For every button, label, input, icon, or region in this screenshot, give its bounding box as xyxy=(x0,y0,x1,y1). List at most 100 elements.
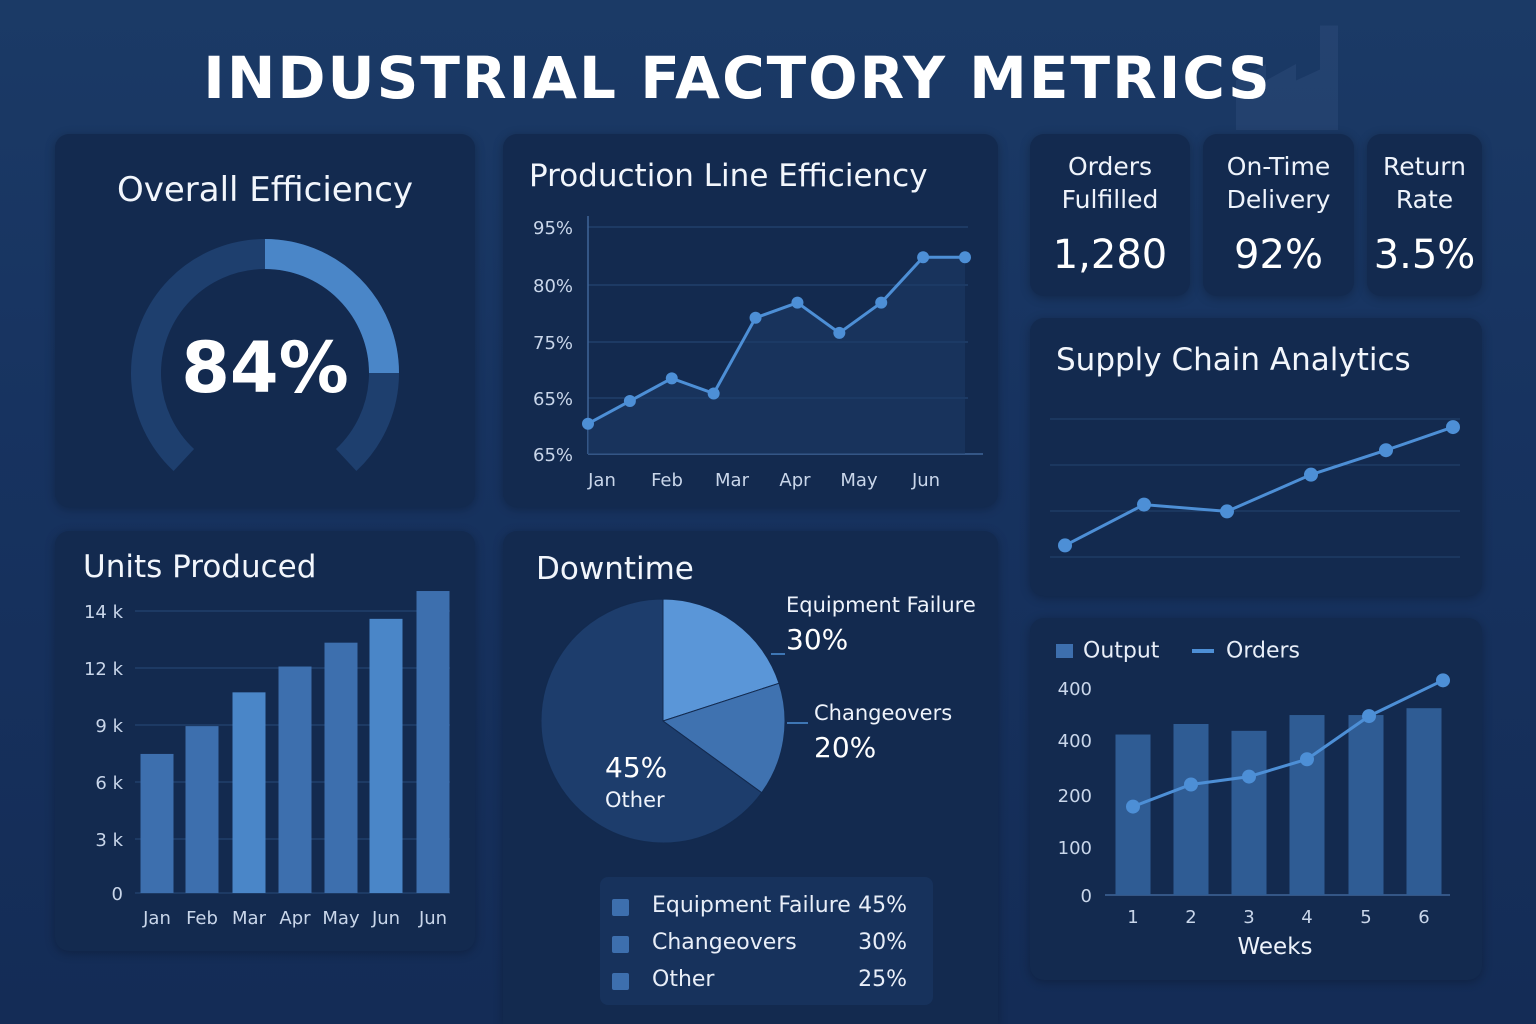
data-point xyxy=(665,372,678,385)
data-point xyxy=(1184,777,1198,792)
data-point xyxy=(917,251,930,264)
x-tick-label: May xyxy=(840,470,878,491)
legend-swatch xyxy=(612,936,629,953)
pie-slice xyxy=(540,598,763,844)
kpi-label: On-Time xyxy=(1226,152,1331,181)
slice-label-name: Equipment Failure xyxy=(786,593,976,617)
bar xyxy=(1115,734,1151,895)
y-tick-label: 200 xyxy=(1058,786,1092,807)
data-point xyxy=(1304,467,1318,482)
units-produced-title: Units Produced xyxy=(83,549,317,585)
x-tick-label: Jan xyxy=(587,470,616,491)
orders-line xyxy=(1132,678,1444,809)
data-point xyxy=(959,251,971,264)
data-point xyxy=(623,395,636,408)
downtime-card: Downtime Equipment Failure 30% Changeove… xyxy=(503,531,998,1024)
y-tick-label: 0 xyxy=(1081,886,1092,907)
slice-label-name: Other xyxy=(605,788,665,812)
x-tick-label: 5 xyxy=(1360,907,1371,928)
production-line-title: Production Line Efficiency xyxy=(529,158,928,194)
gauge-fill xyxy=(264,239,399,374)
y-tick-label: 400 xyxy=(1058,679,1092,700)
x-axis-label: Weeks xyxy=(1237,934,1313,960)
downtime-title: Downtime xyxy=(536,551,694,587)
data-point xyxy=(1220,504,1234,519)
kpi-value: 1,280 xyxy=(1052,232,1168,278)
kpi-label: Return xyxy=(1383,152,1466,181)
kpi-label: Fulfilled xyxy=(1061,185,1159,214)
slice-label-pct: 20% xyxy=(814,731,877,764)
supply-line xyxy=(1064,425,1454,547)
slice-label-other: 45% Other xyxy=(605,751,667,812)
legend-orders-swatch xyxy=(1192,649,1214,653)
data-point xyxy=(833,326,846,339)
pie-slice xyxy=(662,598,780,722)
data-point xyxy=(1242,769,1256,784)
bar xyxy=(1173,723,1209,895)
bar xyxy=(324,642,358,893)
bar xyxy=(1231,730,1267,895)
kpi-value: 92% xyxy=(1234,232,1323,278)
slice-label-pct: 45% xyxy=(605,751,668,784)
kpi-return-rate: Return Rate 3.5% xyxy=(1367,134,1482,296)
legend-row: Equipment Failure 45% xyxy=(600,893,933,923)
x-tick-label: 2 xyxy=(1185,907,1196,928)
production-line-card: Production Line Efficiency 95% 80% 75% 65% 6… xyxy=(503,134,998,507)
bar xyxy=(1289,715,1325,895)
efficiency-gauge: 84% xyxy=(131,239,399,471)
x-tick-label: Mar xyxy=(232,908,267,929)
y-tick-label: 14 k xyxy=(84,602,124,623)
x-tick-label: 3 xyxy=(1243,907,1254,928)
data-point xyxy=(1446,420,1460,435)
slice-label-pct: 30% xyxy=(786,623,849,656)
bar xyxy=(1348,715,1384,895)
supply-chain-chart xyxy=(1050,418,1460,558)
page-title: INDUSTRIAL FACTORY METRICS xyxy=(203,44,1272,112)
pie-slice xyxy=(661,682,786,794)
x-tick-label: Apr xyxy=(279,908,311,929)
data-point xyxy=(1126,799,1140,814)
y-tick-label: 3 k xyxy=(95,830,123,851)
y-tick-label: 100 xyxy=(1058,838,1092,859)
x-tick-label: May xyxy=(322,908,360,929)
y-tick-label: 75% xyxy=(533,333,573,354)
legend-output-swatch xyxy=(1056,644,1073,658)
y-tick-label: 65% xyxy=(533,445,573,466)
x-tick-label: Feb xyxy=(651,470,683,491)
bar xyxy=(185,726,219,893)
y-tick-label: 9 k xyxy=(95,716,123,737)
bar xyxy=(278,666,312,893)
production-line-chart: 95% 80% 75% 65% 65% Jan Feb Mar Apr May Jun xyxy=(533,216,983,491)
bar xyxy=(1406,708,1442,895)
units-produced-card: Units Produced 0 3 k 6 k 9 k 12 k 14 k Jan Feb M… xyxy=(55,531,475,951)
kpi-on-time-delivery: On-Time Delivery 92% xyxy=(1203,134,1354,296)
x-tick-label: 1 xyxy=(1127,907,1138,928)
x-tick-label: Jun xyxy=(418,908,447,929)
output-orders-chart: 0 100 200 400 400 1 2 3 4 5 6 xyxy=(1058,673,1450,928)
x-tick-label: Jun xyxy=(371,908,400,929)
supply-chain-title: Supply Chain Analytics xyxy=(1056,342,1411,378)
bar xyxy=(140,753,174,893)
data-point xyxy=(791,296,804,309)
slice-label-name: Changeovers xyxy=(814,701,953,725)
data-point xyxy=(1379,443,1393,458)
downtime-pie-chart xyxy=(540,598,808,844)
overall-efficiency-card: Overall Efficiency 84% xyxy=(55,134,475,507)
x-tick-label: Mar xyxy=(715,470,750,491)
gauge-value: 84% xyxy=(181,327,349,409)
supply-chain-card: Supply Chain Analytics xyxy=(1030,318,1482,596)
legend-swatch xyxy=(612,973,629,990)
y-tick-label: 12 k xyxy=(84,659,124,680)
legend-label: Changeovers xyxy=(652,930,797,955)
bar xyxy=(416,591,450,893)
downtime-legend: Equipment Failure 45% Changeovers 30% Ot… xyxy=(600,877,933,1005)
data-point xyxy=(707,387,720,400)
data-point xyxy=(1300,752,1314,767)
legend-label: Other xyxy=(652,967,715,992)
kpi-label: Orders xyxy=(1067,152,1153,181)
kpi-label: Delivery xyxy=(1226,185,1331,214)
legend-row: Other 25% xyxy=(600,967,933,997)
bar xyxy=(232,692,266,893)
kpi-value: 3.5% xyxy=(1373,232,1476,278)
efficiency-line xyxy=(587,255,965,426)
